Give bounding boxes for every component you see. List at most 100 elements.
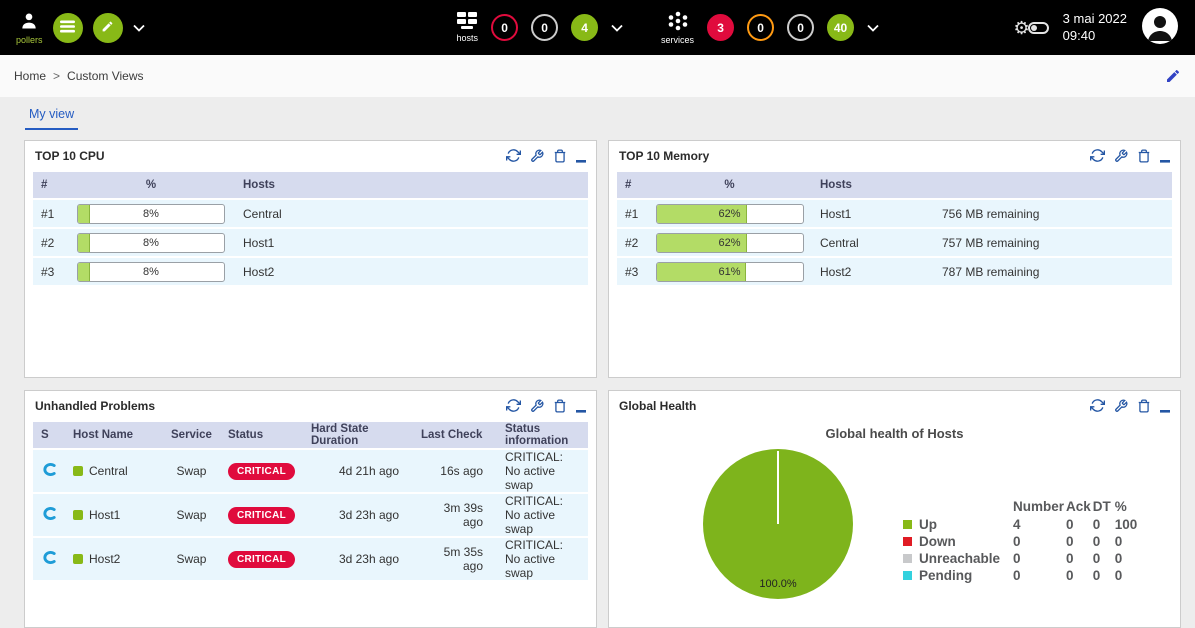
host-up-square bbox=[73, 466, 83, 476]
hosts-unreachable-badge[interactable]: 0 bbox=[531, 14, 559, 41]
clock-date: 3 mai 2022 bbox=[1062, 10, 1127, 26]
minimize-icon[interactable] bbox=[576, 150, 586, 163]
trash-icon[interactable] bbox=[1137, 149, 1151, 163]
table-row[interactable]: #1 62% Host1 756 MB remaining bbox=[617, 200, 1172, 227]
services-ok-badge[interactable]: 40 bbox=[827, 14, 855, 41]
panel-toolbar bbox=[506, 148, 586, 163]
refresh-icon[interactable] bbox=[506, 148, 521, 163]
services-menu[interactable]: services bbox=[661, 11, 694, 45]
status-badge: CRITICAL bbox=[227, 550, 295, 568]
services-warning-badge[interactable]: 0 bbox=[747, 14, 775, 41]
breadcrumb-home[interactable]: Home bbox=[14, 69, 47, 83]
host-cell[interactable]: Central bbox=[65, 450, 163, 492]
panel-title: TOP 10 Memory bbox=[619, 148, 710, 163]
host-cell[interactable]: Central bbox=[235, 200, 588, 227]
host-cell[interactable]: Central bbox=[812, 229, 934, 256]
services-status-group: services 3 0 0 40 bbox=[661, 11, 879, 45]
host-cell[interactable]: Host1 bbox=[812, 200, 934, 227]
memory-usage-bar: 62% bbox=[655, 232, 804, 253]
duration-cell: 3d 23h ago bbox=[303, 538, 413, 580]
services-unknown-badge[interactable]: 0 bbox=[787, 14, 815, 41]
legend-number: 0 bbox=[1013, 534, 1021, 549]
table-row[interactable]: Host2 Swap CRITICAL 3d 23h ago 5m 35s ag… bbox=[33, 538, 588, 580]
bar-fill bbox=[656, 262, 746, 281]
view-tabs: My view bbox=[0, 97, 1195, 140]
service-cell[interactable]: Swap bbox=[163, 494, 220, 536]
column-header: % bbox=[67, 172, 235, 198]
clock-time: 09:40 bbox=[1062, 27, 1096, 43]
table-row[interactable]: Central Swap CRITICAL 4d 21h ago 16s ago… bbox=[33, 450, 588, 492]
legend-row: Up 4 0 0 100 bbox=[903, 516, 1151, 533]
hosts-chevron-down-icon[interactable] bbox=[611, 24, 623, 32]
last-check-cell: 16s ago bbox=[413, 450, 497, 492]
legend-dt: 0 bbox=[1092, 517, 1101, 532]
table-row[interactable]: #3 8% Host2 bbox=[33, 258, 588, 285]
panel-title: TOP 10 CPU bbox=[35, 148, 105, 163]
tab-my-view[interactable]: My view bbox=[25, 107, 79, 130]
table-row[interactable]: Host1 Swap CRITICAL 3d 23h ago 3m 39s ag… bbox=[33, 494, 588, 536]
services-chevron-down-icon[interactable] bbox=[867, 24, 879, 32]
table-row[interactable]: #3 61% Host2 787 MB remaining bbox=[617, 258, 1172, 285]
poller-list-button[interactable] bbox=[52, 12, 83, 43]
user-avatar[interactable] bbox=[1141, 7, 1179, 48]
minimize-icon[interactable] bbox=[1160, 150, 1170, 163]
table-row[interactable]: #2 62% Central 757 MB remaining bbox=[617, 229, 1172, 256]
hosts-label: hosts bbox=[456, 33, 479, 43]
column-header: Status bbox=[219, 422, 303, 448]
trash-icon[interactable] bbox=[553, 399, 567, 413]
table-row[interactable]: #2 8% Host1 bbox=[33, 229, 588, 256]
dashboard-grid: TOP 10 CPU # % Hosts #1 bbox=[24, 140, 1181, 628]
service-cell[interactable]: Swap bbox=[163, 538, 220, 580]
hosts-down-badge[interactable]: 0 bbox=[491, 14, 519, 41]
trash-icon[interactable] bbox=[553, 149, 567, 163]
remaining-cell: 787 MB remaining bbox=[934, 258, 1172, 285]
hosts-up-badge[interactable]: 4 bbox=[571, 14, 599, 41]
refresh-icon[interactable] bbox=[506, 398, 521, 413]
service-cell[interactable]: Swap bbox=[163, 450, 220, 492]
host-name: Host2 bbox=[89, 552, 121, 566]
refresh-icon[interactable] bbox=[1090, 148, 1105, 163]
breadcrumb-current[interactable]: Custom Views bbox=[67, 69, 144, 83]
host-cell[interactable]: Host1 bbox=[65, 494, 163, 536]
host-cell[interactable]: Host2 bbox=[235, 258, 588, 285]
wrench-icon[interactable] bbox=[1114, 399, 1128, 413]
problems-table: S Host Name Service Status Hard State Du… bbox=[33, 420, 588, 582]
host-cell[interactable]: Host2 bbox=[812, 258, 934, 285]
chart-legend: Number Ack DT % Up 4 0 0 100 bbox=[903, 499, 1151, 599]
column-header: Hard State Duration bbox=[303, 422, 413, 448]
services-critical-badge[interactable]: 3 bbox=[707, 14, 735, 41]
bar-label: 62% bbox=[718, 207, 741, 220]
minimize-icon[interactable] bbox=[1160, 400, 1170, 413]
pollers-chevron-down-icon[interactable] bbox=[132, 24, 145, 32]
table-row[interactable]: #1 8% Central bbox=[33, 200, 588, 227]
wrench-icon[interactable] bbox=[530, 149, 544, 163]
hosts-menu[interactable]: hosts bbox=[456, 12, 479, 43]
poller-config-button[interactable] bbox=[92, 12, 123, 43]
status-info-cell: CRITICAL: No active swap bbox=[497, 494, 588, 536]
edit-view-button[interactable] bbox=[1165, 68, 1181, 84]
trash-icon[interactable] bbox=[1137, 399, 1151, 413]
legend-pct: 0 bbox=[1114, 534, 1123, 549]
panel-global-health: Global Health Global health of Hosts 100… bbox=[608, 390, 1181, 628]
wrench-icon[interactable] bbox=[1114, 149, 1128, 163]
pollers-menu[interactable]: pollers bbox=[16, 11, 43, 45]
legend-pct: 0 bbox=[1114, 551, 1123, 566]
refresh-icon[interactable] bbox=[1090, 398, 1105, 413]
centreon-logo-icon bbox=[42, 507, 56, 520]
panel-toolbar bbox=[1090, 148, 1170, 163]
column-header: # bbox=[33, 172, 67, 198]
legend-label: Unreachable bbox=[919, 551, 1001, 566]
rank-cell: #2 bbox=[617, 229, 647, 256]
wrench-icon[interactable] bbox=[530, 399, 544, 413]
settings-toggle[interactable]: ⚙ bbox=[1014, 19, 1049, 37]
table-header-row: # % Hosts bbox=[617, 172, 1172, 198]
host-cell[interactable]: Host2 bbox=[65, 538, 163, 580]
host-cell[interactable]: Host1 bbox=[235, 229, 588, 256]
legend-header-row: Number Ack DT % bbox=[903, 499, 1151, 516]
health-chart-area: 100.0% Number Ack DT % bbox=[609, 445, 1180, 599]
host-name: Host1 bbox=[89, 508, 121, 522]
chart-title: Global health of Hosts bbox=[825, 426, 964, 441]
rank-cell: #1 bbox=[617, 200, 647, 227]
table-header-row: # % Hosts bbox=[33, 172, 588, 198]
minimize-icon[interactable] bbox=[576, 400, 586, 413]
